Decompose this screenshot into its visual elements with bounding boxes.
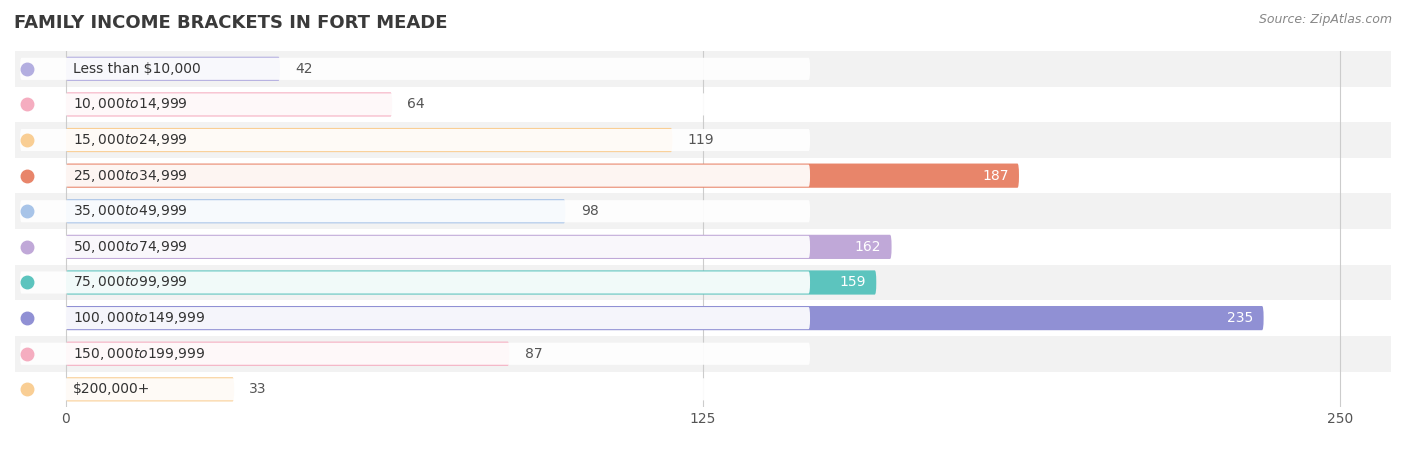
Bar xyxy=(15,372,1391,407)
FancyBboxPatch shape xyxy=(66,342,509,366)
Bar xyxy=(15,86,1391,122)
Text: 187: 187 xyxy=(983,169,1008,183)
Text: 162: 162 xyxy=(855,240,882,254)
Text: 87: 87 xyxy=(524,346,543,361)
Text: $50,000 to $74,999: $50,000 to $74,999 xyxy=(73,239,187,255)
Text: $200,000+: $200,000+ xyxy=(73,382,150,396)
FancyBboxPatch shape xyxy=(20,271,810,293)
FancyBboxPatch shape xyxy=(20,343,810,365)
Text: Less than $10,000: Less than $10,000 xyxy=(73,62,200,76)
Text: $10,000 to $14,999: $10,000 to $14,999 xyxy=(73,96,187,112)
Text: $75,000 to $99,999: $75,000 to $99,999 xyxy=(73,274,187,291)
Text: $150,000 to $199,999: $150,000 to $199,999 xyxy=(73,346,205,362)
FancyBboxPatch shape xyxy=(20,200,810,222)
Text: Source: ZipAtlas.com: Source: ZipAtlas.com xyxy=(1258,14,1392,27)
Bar xyxy=(15,158,1391,194)
Text: 64: 64 xyxy=(408,97,425,112)
Text: $15,000 to $24,999: $15,000 to $24,999 xyxy=(73,132,187,148)
Bar xyxy=(15,229,1391,265)
Text: $100,000 to $149,999: $100,000 to $149,999 xyxy=(73,310,205,326)
FancyBboxPatch shape xyxy=(20,378,810,400)
Text: 33: 33 xyxy=(249,382,267,396)
FancyBboxPatch shape xyxy=(66,163,1019,188)
Bar xyxy=(15,336,1391,372)
FancyBboxPatch shape xyxy=(66,270,876,295)
FancyBboxPatch shape xyxy=(20,165,810,187)
Bar xyxy=(15,122,1391,158)
Text: FAMILY INCOME BRACKETS IN FORT MEADE: FAMILY INCOME BRACKETS IN FORT MEADE xyxy=(14,14,447,32)
Text: 159: 159 xyxy=(839,275,866,289)
FancyBboxPatch shape xyxy=(66,92,392,117)
FancyBboxPatch shape xyxy=(20,236,810,258)
Text: $25,000 to $34,999: $25,000 to $34,999 xyxy=(73,168,187,184)
FancyBboxPatch shape xyxy=(20,94,810,116)
FancyBboxPatch shape xyxy=(66,235,891,259)
FancyBboxPatch shape xyxy=(66,199,565,223)
FancyBboxPatch shape xyxy=(20,129,810,151)
Text: 235: 235 xyxy=(1227,311,1253,325)
Text: 98: 98 xyxy=(581,204,599,218)
Text: 119: 119 xyxy=(688,133,714,147)
Bar xyxy=(15,300,1391,336)
FancyBboxPatch shape xyxy=(66,377,235,401)
FancyBboxPatch shape xyxy=(20,58,810,80)
FancyBboxPatch shape xyxy=(20,307,810,329)
Bar xyxy=(15,51,1391,86)
Text: $35,000 to $49,999: $35,000 to $49,999 xyxy=(73,203,187,219)
Bar xyxy=(15,265,1391,300)
FancyBboxPatch shape xyxy=(66,57,280,81)
FancyBboxPatch shape xyxy=(66,128,672,152)
Text: 42: 42 xyxy=(295,62,312,76)
Bar xyxy=(15,194,1391,229)
FancyBboxPatch shape xyxy=(66,306,1264,330)
